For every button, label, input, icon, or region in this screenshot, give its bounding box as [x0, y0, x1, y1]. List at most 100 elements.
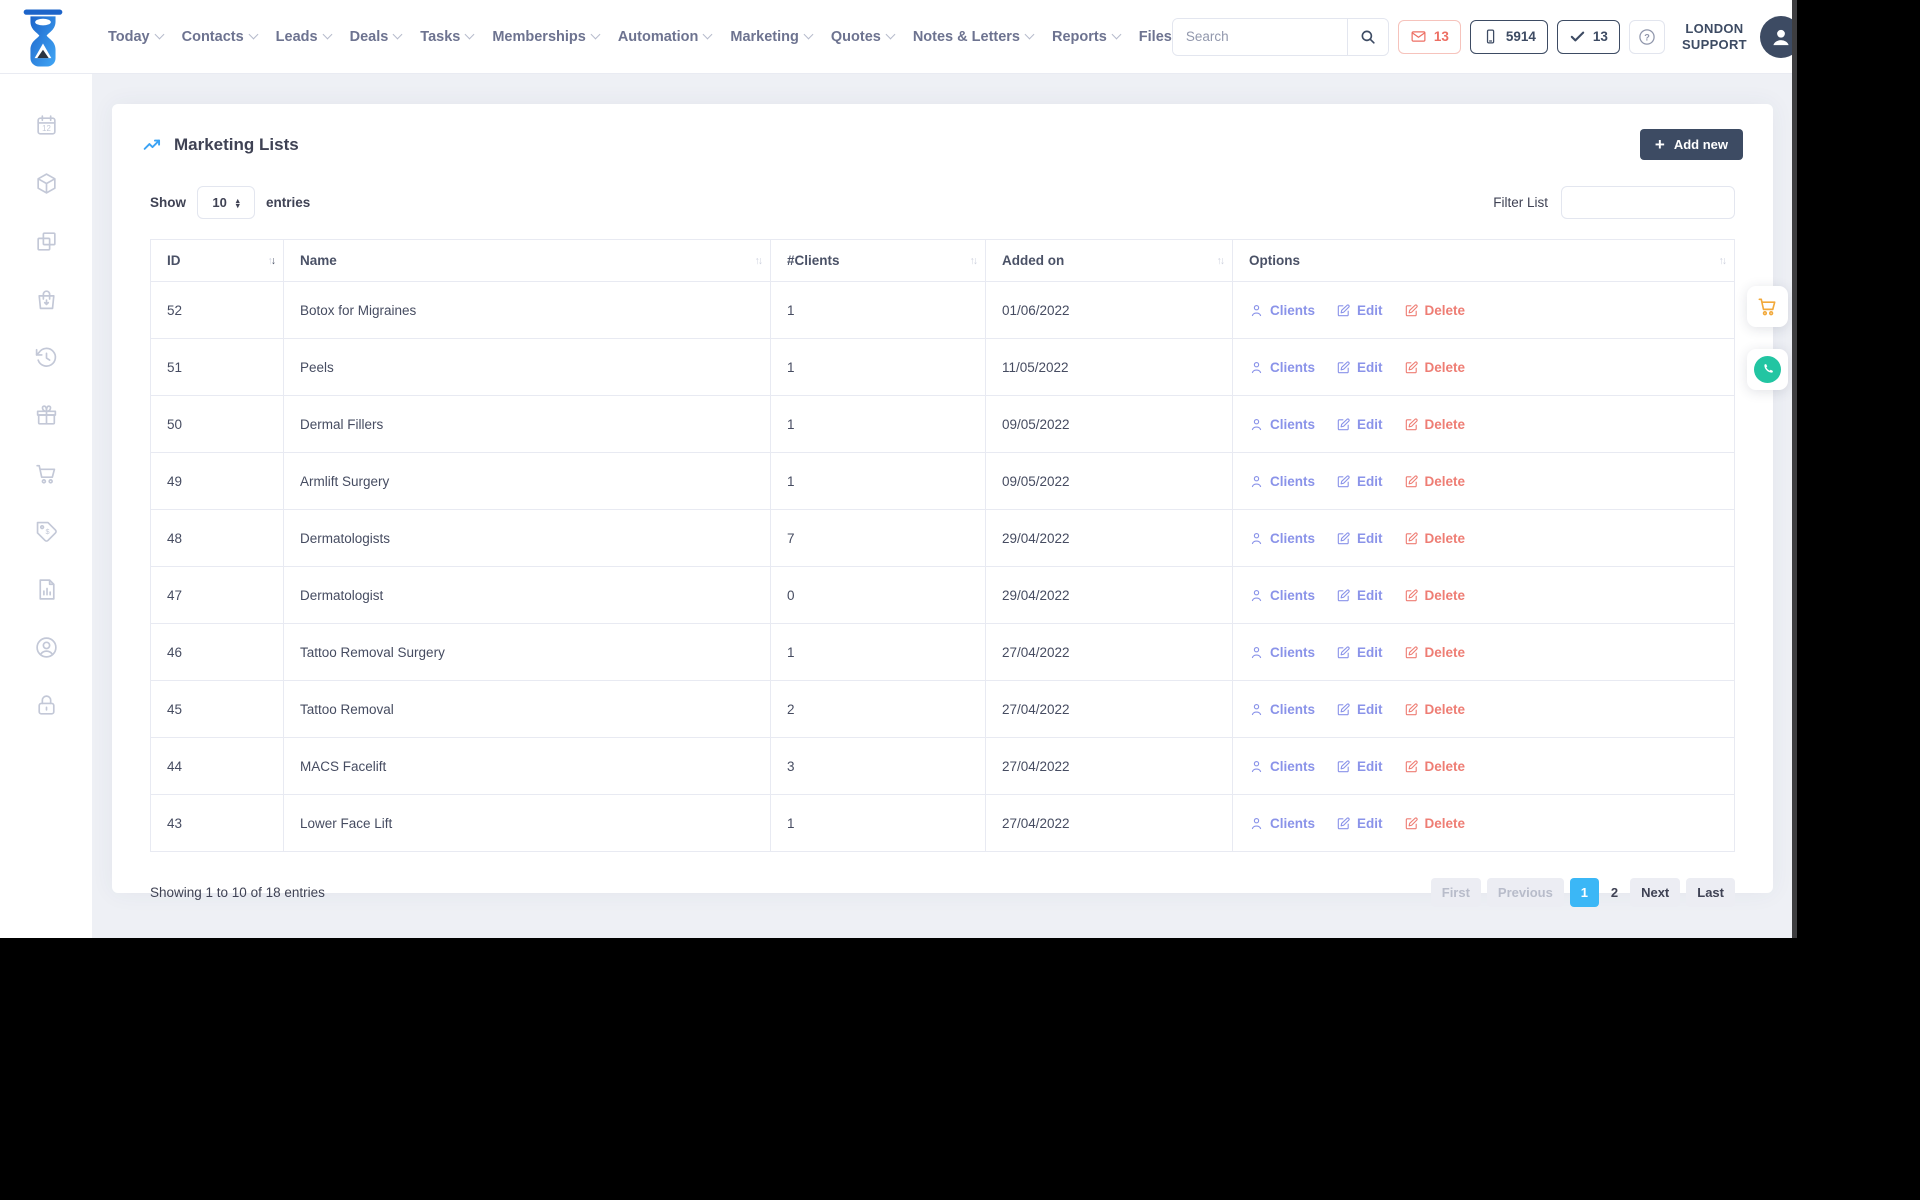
- calls-badge[interactable]: 5914: [1469, 19, 1548, 54]
- cell-id: 47: [150, 566, 284, 624]
- nav-item-memberships[interactable]: Memberships: [492, 29, 601, 45]
- pagination-1[interactable]: 1: [1569, 878, 1599, 907]
- sidebar-item-bag[interactable]: [34, 287, 59, 312]
- clients-link[interactable]: Clients: [1249, 816, 1315, 831]
- nav-item-label: Today: [108, 28, 150, 45]
- nav-item-automation[interactable]: Automation: [618, 29, 713, 45]
- pagination-2[interactable]: 2: [1610, 885, 1619, 900]
- clients-link[interactable]: Clients: [1249, 417, 1315, 432]
- sidebar-item-copy[interactable]: [34, 229, 59, 254]
- cube-icon: [36, 173, 56, 194]
- clients-link[interactable]: Clients: [1249, 702, 1315, 717]
- nav-item-marketing[interactable]: Marketing: [730, 29, 814, 45]
- delete-link[interactable]: Delete: [1404, 531, 1465, 546]
- filter-input[interactable]: [1561, 186, 1735, 219]
- chevron-down-icon: [248, 29, 259, 40]
- cell-clients: 1: [770, 623, 986, 681]
- nav-item-reports[interactable]: Reports: [1052, 29, 1122, 45]
- edit-link[interactable]: Edit: [1336, 303, 1383, 318]
- cell-name: Dermatologists: [283, 509, 771, 567]
- tasks-badge[interactable]: 13: [1556, 19, 1620, 54]
- hourglass-logo-icon: [23, 9, 63, 66]
- sidebar-item-user-circle[interactable]: [34, 635, 59, 660]
- edit-link[interactable]: Edit: [1336, 816, 1383, 831]
- messages-badge[interactable]: 13: [1397, 19, 1461, 54]
- delete-link[interactable]: Delete: [1404, 759, 1465, 774]
- whatsapp-icon: [1754, 356, 1781, 383]
- edit-link[interactable]: Edit: [1336, 531, 1383, 546]
- cell-name: MACS Facelift: [283, 737, 771, 795]
- avatar[interactable]: [1759, 15, 1797, 58]
- app-logo[interactable]: [20, 9, 66, 66]
- clients-link[interactable]: Clients: [1249, 474, 1315, 489]
- edit-icon: [1337, 702, 1350, 715]
- table-row: 43 Lower Face Lift 1 27/04/2022 Clients …: [150, 794, 1735, 852]
- sidebar-item-history[interactable]: [34, 345, 59, 370]
- pagination-first[interactable]: First: [1430, 878, 1481, 907]
- delete-link[interactable]: Delete: [1404, 645, 1465, 660]
- whatsapp-float-button[interactable]: [1747, 349, 1788, 390]
- nav-item-leads[interactable]: Leads: [276, 29, 333, 45]
- edit-link[interactable]: Edit: [1336, 759, 1383, 774]
- vertical-scrollbar[interactable]: [1792, 0, 1797, 938]
- column-header-clients[interactable]: #Clients ↑↓: [770, 239, 986, 282]
- nav-item-notes-letters[interactable]: Notes & Letters: [913, 29, 1035, 45]
- column-header-options[interactable]: Options ↑↓: [1232, 239, 1735, 282]
- clients-link[interactable]: Clients: [1249, 645, 1315, 660]
- page-title: Marketing Lists: [142, 134, 299, 155]
- chevron-down-icon: [1024, 29, 1035, 40]
- cell-clients: 1: [770, 338, 986, 396]
- delete-link[interactable]: Delete: [1404, 303, 1465, 318]
- delete-link[interactable]: Delete: [1404, 702, 1465, 717]
- cart-float-button[interactable]: [1747, 286, 1788, 327]
- delete-link[interactable]: Delete: [1404, 588, 1465, 603]
- nav-item-files[interactable]: Files: [1139, 29, 1172, 45]
- sidebar-item-cube[interactable]: [34, 171, 59, 196]
- column-header-added-on[interactable]: Added on ↑↓: [985, 239, 1233, 282]
- person-icon: [1251, 418, 1262, 430]
- nav-item-today[interactable]: Today: [108, 28, 165, 45]
- edit-link[interactable]: Edit: [1336, 645, 1383, 660]
- clients-link[interactable]: Clients: [1249, 588, 1315, 603]
- clients-link[interactable]: Clients: [1249, 531, 1315, 546]
- search-button[interactable]: [1346, 18, 1388, 55]
- delete-link[interactable]: Delete: [1404, 816, 1465, 831]
- sidebar-item-cart[interactable]: [34, 461, 59, 486]
- delete-icon: [1405, 588, 1418, 601]
- sort-arrows-icon: ↑↓: [969, 254, 979, 267]
- search-input[interactable]: [1172, 18, 1347, 55]
- sidebar-item-calendar[interactable]: 12: [34, 113, 59, 138]
- column-header-id[interactable]: ID ↑↓: [150, 239, 284, 282]
- pagination-last[interactable]: Last: [1686, 878, 1735, 907]
- edit-link[interactable]: Edit: [1336, 360, 1383, 375]
- cell-name: Tattoo Removal: [283, 680, 771, 738]
- cell-name: Tattoo Removal Surgery: [283, 623, 771, 681]
- page-size-select[interactable]: 10 ▴ ▾: [197, 186, 255, 219]
- nav-item-contacts[interactable]: Contacts: [182, 29, 259, 45]
- sidebar-item-price-tag[interactable]: $: [34, 519, 59, 544]
- column-header-name[interactable]: Name ↑↓: [283, 239, 771, 282]
- delete-link[interactable]: Delete: [1404, 474, 1465, 489]
- sidebar-item-lock[interactable]: [34, 693, 59, 718]
- edit-link[interactable]: Edit: [1336, 474, 1383, 489]
- sidebar-item-report[interactable]: [34, 577, 59, 602]
- edit-link[interactable]: Edit: [1336, 417, 1383, 432]
- delete-link[interactable]: Delete: [1404, 360, 1465, 375]
- nav-item-deals[interactable]: Deals: [350, 29, 403, 45]
- nav-item-tasks[interactable]: Tasks: [420, 29, 475, 45]
- delete-link[interactable]: Delete: [1404, 417, 1465, 432]
- sidebar-item-gift[interactable]: [34, 403, 59, 428]
- nav-item-quotes[interactable]: Quotes: [831, 29, 896, 45]
- clients-link[interactable]: Clients: [1249, 759, 1315, 774]
- table-header-row: ID ↑↓ Name ↑↓ #Clients ↑↓ Added on ↑↓ Options ↑↓: [150, 239, 1735, 282]
- help-button[interactable]: ?: [1628, 19, 1665, 54]
- edit-link[interactable]: Edit: [1336, 588, 1383, 603]
- clients-link[interactable]: Clients: [1249, 303, 1315, 318]
- chevron-down-icon: [702, 29, 713, 40]
- pagination-previous[interactable]: Previous: [1486, 878, 1564, 907]
- add-new-button[interactable]: + Add new: [1639, 129, 1743, 160]
- pagination-next[interactable]: Next: [1630, 878, 1681, 907]
- clients-link[interactable]: Clients: [1249, 360, 1315, 375]
- user-name: LONDON SUPPORT: [1681, 20, 1747, 52]
- edit-link[interactable]: Edit: [1336, 702, 1383, 717]
